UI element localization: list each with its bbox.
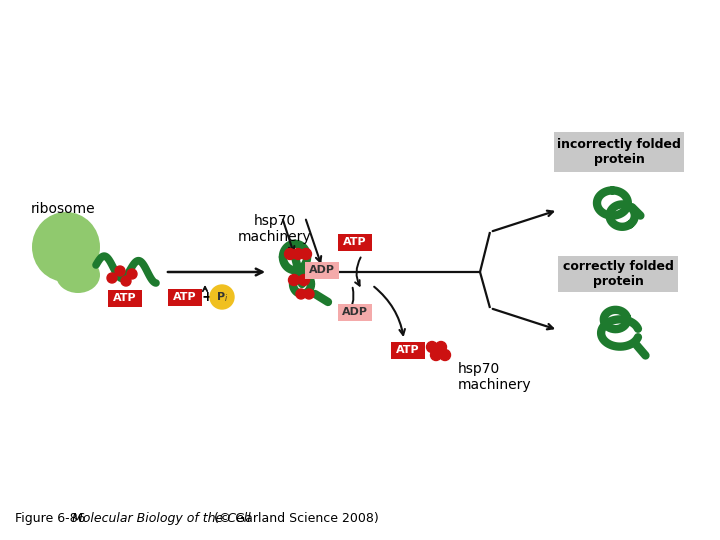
Circle shape — [289, 274, 300, 286]
FancyBboxPatch shape — [338, 303, 372, 321]
Text: P$_i$: P$_i$ — [216, 290, 228, 304]
Circle shape — [436, 341, 446, 353]
FancyBboxPatch shape — [108, 289, 142, 307]
Text: ATP: ATP — [343, 237, 366, 247]
Text: ATP: ATP — [113, 293, 137, 303]
FancyBboxPatch shape — [554, 132, 684, 172]
Text: Molecular Biology of the Cell: Molecular Biology of the Cell — [72, 512, 251, 525]
FancyBboxPatch shape — [391, 341, 425, 359]
Text: ribosome: ribosome — [31, 202, 95, 216]
Circle shape — [304, 289, 314, 299]
Circle shape — [431, 349, 441, 361]
Text: ATP: ATP — [396, 345, 420, 355]
Text: incorrectly folded
protein: incorrectly folded protein — [557, 138, 681, 166]
Text: ATP: ATP — [174, 292, 197, 302]
Circle shape — [115, 266, 125, 276]
Circle shape — [439, 349, 451, 361]
Circle shape — [426, 341, 438, 353]
Text: Figure 6-86: Figure 6-86 — [15, 512, 94, 525]
FancyBboxPatch shape — [338, 233, 372, 251]
Circle shape — [292, 248, 304, 260]
Text: hsp70
machinery: hsp70 machinery — [238, 214, 312, 244]
Ellipse shape — [32, 212, 100, 282]
Ellipse shape — [56, 257, 100, 293]
Text: hsp70
machinery: hsp70 machinery — [458, 362, 531, 392]
Circle shape — [300, 248, 312, 260]
Circle shape — [299, 274, 310, 286]
FancyBboxPatch shape — [305, 261, 339, 279]
FancyBboxPatch shape — [168, 288, 202, 306]
Circle shape — [121, 276, 131, 286]
Circle shape — [210, 285, 234, 309]
Circle shape — [296, 289, 306, 299]
Text: ADP: ADP — [309, 265, 335, 275]
Text: +: + — [201, 290, 213, 304]
Circle shape — [107, 273, 117, 283]
Circle shape — [127, 269, 137, 279]
Text: correctly folded
protein: correctly folded protein — [562, 260, 673, 288]
FancyBboxPatch shape — [558, 256, 678, 292]
Text: (© Garland Science 2008): (© Garland Science 2008) — [210, 512, 379, 525]
Text: ADP: ADP — [342, 307, 368, 317]
Circle shape — [284, 248, 295, 260]
